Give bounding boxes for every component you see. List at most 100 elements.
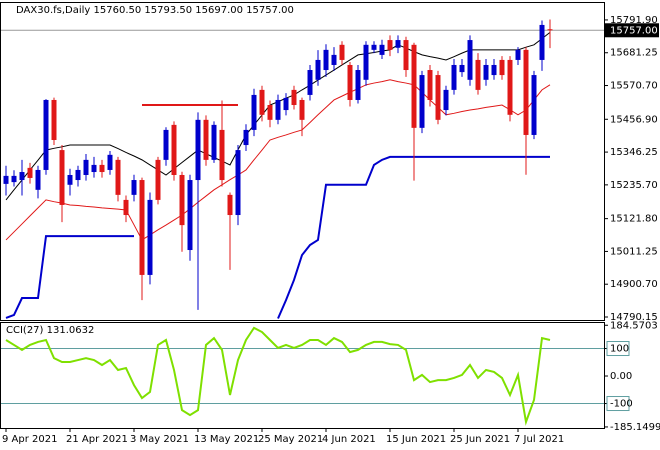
candle-body [443, 89, 449, 111]
candle-body [491, 64, 497, 76]
x-tick-label: 4 Jun 2021 [322, 434, 376, 445]
candle-body [371, 44, 377, 50]
y-tick-label: 15681.25 [610, 48, 658, 59]
y-tick-label: 14900.70 [610, 279, 658, 290]
x-tick-label: 15 Jun 2021 [386, 434, 446, 445]
candle-body [51, 99, 57, 141]
candle-body [59, 150, 65, 205]
candle-body [19, 172, 25, 181]
level-label-box [606, 341, 630, 357]
candle-body [515, 49, 521, 60]
candle-body [427, 70, 433, 100]
candle-body [195, 119, 201, 181]
candle-body [267, 105, 273, 120]
indicator-line [5, 155, 550, 319]
candle-body [435, 75, 441, 120]
candle-body [227, 194, 233, 216]
candle-body [155, 159, 161, 200]
candle-body [115, 159, 121, 195]
x-tick-label: 9 Apr 2021 [2, 434, 57, 445]
y-tick-label: 15346.25 [610, 147, 658, 158]
candle-body [91, 164, 97, 173]
candle-body [67, 174, 73, 185]
y-tick-label: 14790.15 [610, 312, 658, 323]
y-tick-label: 184.5703 [610, 320, 658, 331]
candle-body [203, 119, 209, 160]
y-tick-label: 15121.80 [610, 214, 658, 225]
y-tick-label: 15235.70 [610, 180, 658, 191]
candle-body [3, 175, 9, 184]
candle-body [251, 94, 257, 130]
candle-body [211, 124, 217, 160]
candle-body [299, 99, 305, 120]
candle-body [403, 40, 409, 71]
candle-body [499, 59, 505, 76]
candle-body [123, 199, 129, 216]
candle-body [243, 129, 249, 146]
x-tick-label: 25 Jun 2021 [450, 434, 510, 445]
candle-body [179, 174, 185, 226]
candle-body [307, 70, 313, 95]
candle-body [131, 180, 137, 195]
candle-body [283, 97, 289, 111]
candle-body [275, 99, 281, 120]
candle-body [523, 49, 529, 135]
candle-body [11, 175, 17, 183]
candle-body [531, 75, 537, 135]
candle-body [147, 199, 153, 275]
candle-body [331, 54, 337, 65]
candle-body [539, 24, 545, 60]
main-panel-frame [0, 2, 605, 321]
indicator-line [5, 79, 551, 241]
candle-body [411, 44, 417, 128]
candle-body [387, 40, 393, 50]
candle-body [291, 89, 297, 106]
candle-body [395, 40, 401, 48]
candle-body [187, 180, 193, 251]
y-tick-label: 15456.90 [610, 114, 658, 125]
cci-panel-frame [0, 322, 605, 429]
candle-body [139, 180, 145, 275]
candle-body [75, 169, 81, 181]
current-price-box [605, 23, 659, 38]
y-tick-label: -100 [610, 399, 633, 410]
x-tick-label: 7 Jul 2021 [514, 434, 564, 445]
y-tick-label: 15791.90 [610, 15, 658, 26]
x-tick-label: 13 May 2021 [194, 434, 259, 445]
candle-body [259, 89, 265, 115]
candle-body [451, 64, 457, 90]
y-tick-label: -185.1499 [610, 422, 660, 433]
candle-body [99, 164, 105, 173]
candle-body [547, 29, 553, 31]
cci-line [5, 326, 551, 426]
candle-body [163, 129, 169, 160]
candle-body [339, 44, 345, 60]
candle-body [235, 150, 241, 216]
candle-body [483, 64, 489, 80]
candle-body [219, 129, 225, 181]
candle-body [323, 49, 329, 71]
candle-body [363, 44, 369, 80]
x-tick-label: 3 May 2021 [130, 434, 189, 445]
y-tick-label: 15011.25 [610, 246, 658, 257]
candle-body [419, 75, 425, 128]
candle-body [83, 159, 89, 175]
candle-body [355, 70, 361, 100]
candle-body [507, 59, 513, 115]
y-tick-label: 100 [610, 344, 629, 355]
level-label-box [606, 396, 630, 412]
x-tick-label: 21 Apr 2021 [66, 434, 128, 445]
indicator-title: CCI(27) 131.0632 [6, 325, 94, 336]
candle-body [459, 64, 465, 73]
candle-body [379, 44, 385, 55]
candle-body [35, 169, 41, 190]
current-price-label: 15757.00 [610, 25, 658, 36]
candle-body [27, 167, 33, 178]
candle-body [475, 59, 481, 90]
y-tick-label: 15570.70 [610, 81, 658, 92]
candle-body [467, 40, 473, 80]
chart-title: DAX30.fs,Daily 15760.50 15793.50 15697.0… [16, 5, 294, 16]
x-tick-label: 25 May 2021 [258, 434, 323, 445]
candle-body [315, 59, 321, 80]
